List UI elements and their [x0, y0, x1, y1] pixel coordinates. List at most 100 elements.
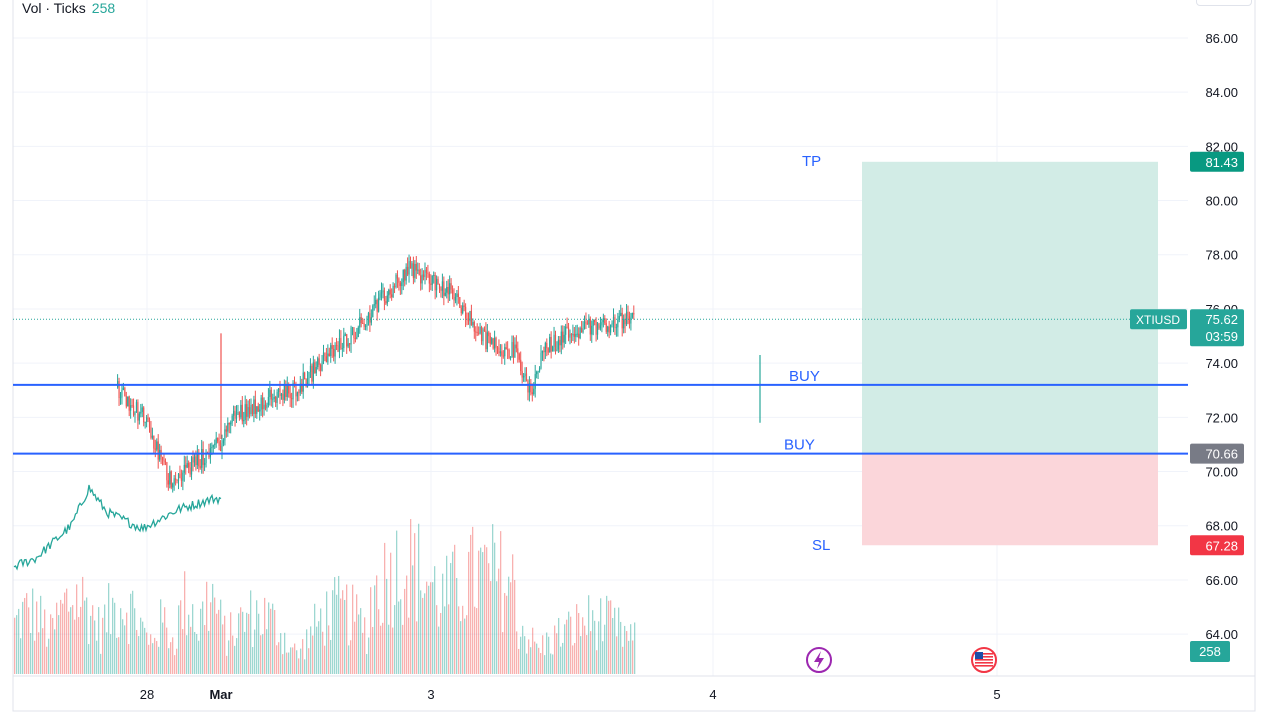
- volume-bar: [604, 624, 606, 674]
- candle-body: [489, 336, 491, 344]
- volume-bar: [452, 551, 454, 674]
- candle-body: [360, 317, 362, 324]
- candle-body: [566, 326, 568, 328]
- volume-bar: [294, 643, 296, 674]
- candle-body: [201, 449, 203, 468]
- lightning-event-icon: [806, 647, 832, 673]
- candle-body: [277, 388, 280, 393]
- volume-bar: [236, 638, 238, 674]
- candle-body: [166, 462, 168, 481]
- candle-body: [186, 463, 188, 468]
- candle-body: [185, 464, 187, 468]
- volume-bar: [408, 617, 410, 674]
- candle-body: [127, 396, 129, 407]
- candle-body: [367, 313, 370, 318]
- candle-body: [457, 293, 459, 298]
- candle-body: [151, 435, 153, 438]
- volume-bar: [166, 627, 168, 674]
- sl-price-badge-text: 67.28: [1205, 538, 1238, 553]
- candle-body: [312, 362, 314, 382]
- volume-bar: [72, 605, 74, 674]
- volume-bar: [138, 636, 140, 674]
- tp-price-badge-text: 81.43: [1205, 155, 1238, 170]
- volume-bar: [224, 615, 226, 674]
- candle-body: [334, 345, 336, 357]
- volume-bar: [552, 654, 554, 674]
- volume-bar: [578, 613, 580, 674]
- candle-body: [330, 345, 332, 356]
- event-icons[interactable]: [806, 647, 997, 673]
- candle-body: [441, 281, 443, 291]
- candle-body: [340, 338, 342, 349]
- volume-bar: [520, 636, 522, 674]
- position-zones: [862, 161, 1158, 546]
- volume-bar: [202, 601, 204, 674]
- volume-bar: [232, 635, 234, 674]
- volume-bar: [222, 624, 224, 674]
- volume-bar: [32, 588, 34, 674]
- candle-body: [550, 337, 552, 352]
- volume-bar: [114, 602, 116, 674]
- candle-body: [570, 334, 573, 336]
- volume-bar: [460, 621, 462, 674]
- candle-body: [515, 344, 517, 349]
- volume-bar: [190, 626, 192, 674]
- volume-bar: [192, 604, 194, 674]
- candle-body: [350, 327, 352, 345]
- candle-body: [257, 406, 259, 412]
- candle-body: [459, 297, 461, 308]
- candle-body: [233, 410, 235, 416]
- volume-bar: [178, 605, 180, 674]
- candle-body: [514, 344, 516, 358]
- volume-bar: [262, 634, 264, 674]
- candle-body: [214, 443, 216, 446]
- candle-body: [602, 318, 604, 323]
- candle-body: [520, 359, 522, 372]
- candle-body: [238, 412, 240, 418]
- candle-body: [369, 313, 371, 323]
- candle-body: [422, 274, 425, 278]
- volume-bar: [304, 659, 306, 674]
- volume-bar: [326, 591, 328, 674]
- volume-bar: [220, 599, 222, 674]
- volume-bar: [392, 627, 394, 674]
- volume-bar: [34, 640, 36, 674]
- volume-bar: [180, 600, 182, 674]
- price-tick-label: 80.00: [1205, 194, 1238, 209]
- candle-body: [302, 372, 304, 392]
- flag-stripe: [975, 656, 993, 658]
- candle-body: [569, 334, 571, 338]
- candle-body: [389, 289, 391, 295]
- volume-bar: [70, 607, 72, 674]
- volume-bar: [132, 590, 134, 674]
- candle-body: [544, 342, 546, 353]
- volume-bar: [322, 631, 324, 674]
- candle-body: [512, 342, 515, 358]
- candle-body: [237, 412, 239, 414]
- candle-body: [122, 387, 124, 390]
- candle-body: [466, 318, 468, 321]
- volume-bar: [76, 584, 78, 674]
- candle-body: [538, 368, 541, 372]
- volume-bar: [414, 533, 416, 674]
- volume-bar: [374, 585, 376, 674]
- candle-body: [227, 423, 229, 432]
- candle-body: [453, 293, 455, 301]
- candle-body: [563, 334, 565, 343]
- volume-bar: [92, 605, 94, 674]
- volume-bar: [434, 566, 436, 674]
- candle-body: [172, 483, 174, 488]
- chart-settings-button[interactable]: [1196, 0, 1252, 6]
- candle-body: [617, 319, 619, 328]
- volume-bar: [584, 625, 586, 674]
- volume-bar: [102, 617, 104, 674]
- volume-bar: [438, 626, 440, 674]
- volume-bar: [502, 632, 504, 674]
- candle-body: [222, 440, 225, 444]
- volume-bar: [512, 554, 514, 674]
- candle-body: [353, 327, 355, 338]
- candle-body: [434, 274, 436, 291]
- volume-bar: [616, 636, 618, 674]
